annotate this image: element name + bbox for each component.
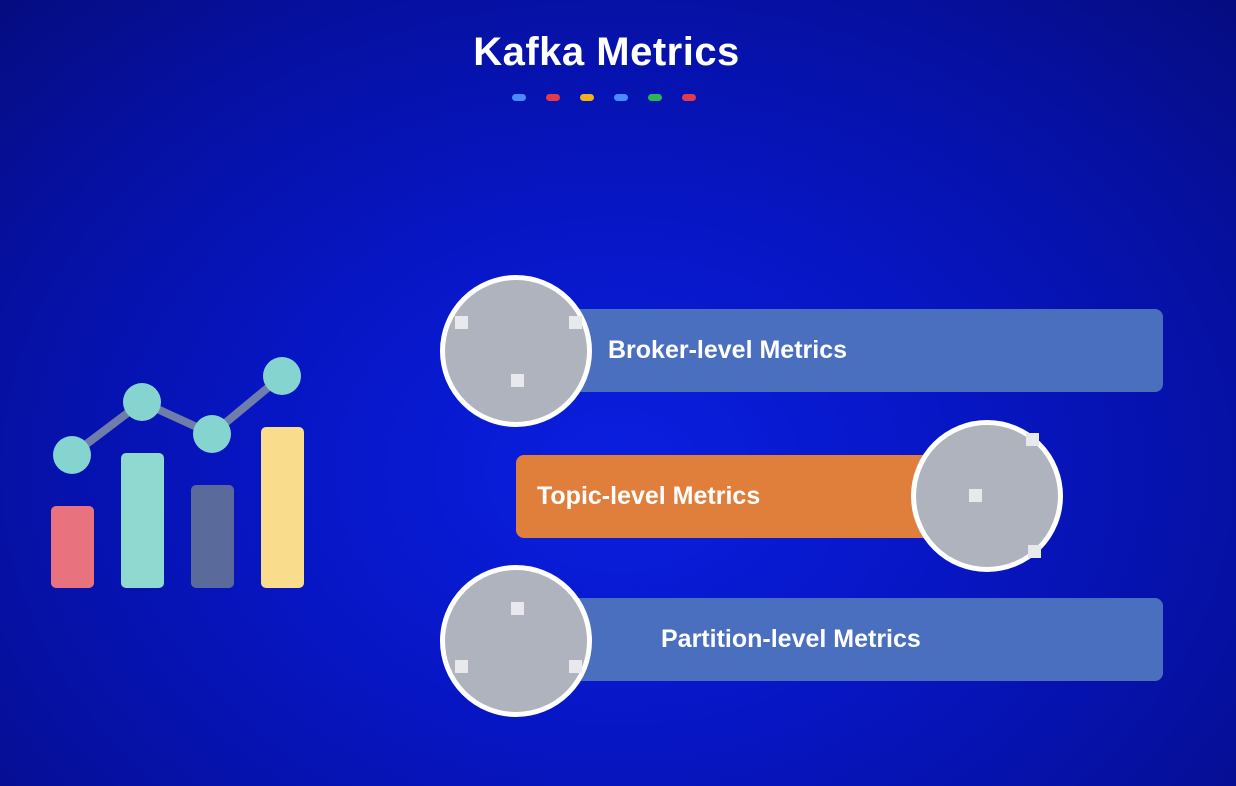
title-dot [580, 94, 594, 101]
partition-metrics-label: Partition-level Metrics [661, 625, 921, 653]
partition-metrics-circle [440, 565, 592, 717]
circle-marker [1028, 545, 1041, 558]
chart-icon-node [123, 383, 161, 421]
circle-marker [569, 660, 582, 673]
title-dot [614, 94, 628, 101]
circle-marker [569, 316, 582, 329]
topic-metrics-circle [911, 420, 1063, 572]
chart-icon-bar [51, 506, 94, 588]
title-dot [648, 94, 662, 101]
broker-metrics-circle [440, 275, 592, 427]
broker-metrics-label: Broker-level Metrics [608, 336, 848, 364]
circle-marker [511, 602, 524, 615]
topic-metrics-label: Topic-level Metrics [537, 482, 761, 510]
circle-marker [455, 660, 468, 673]
title-dots [512, 94, 696, 102]
circle-marker [511, 374, 524, 387]
partition-metrics-bar: Partition-level Metrics [560, 598, 1163, 681]
broker-metrics-bar: Broker-level Metrics [560, 309, 1163, 392]
circle-marker [455, 316, 468, 329]
topic-metrics-bar: Topic-level Metrics [516, 455, 941, 538]
circle-marker [969, 489, 982, 502]
chart-icon-node [193, 415, 231, 453]
chart-icon-node [263, 357, 301, 395]
chart-icon-bar [261, 427, 304, 588]
chart-icon-node [53, 436, 91, 474]
page-title: Kafka Metrics [473, 30, 740, 74]
circle-marker [1026, 433, 1039, 446]
chart-icon-line [69, 372, 285, 459]
chart-icon-bar [121, 453, 164, 588]
title-dot [546, 94, 560, 101]
chart-icon [51, 357, 304, 588]
title-dot [682, 94, 696, 101]
title-dot [512, 94, 526, 101]
chart-icon-bar [191, 485, 234, 588]
